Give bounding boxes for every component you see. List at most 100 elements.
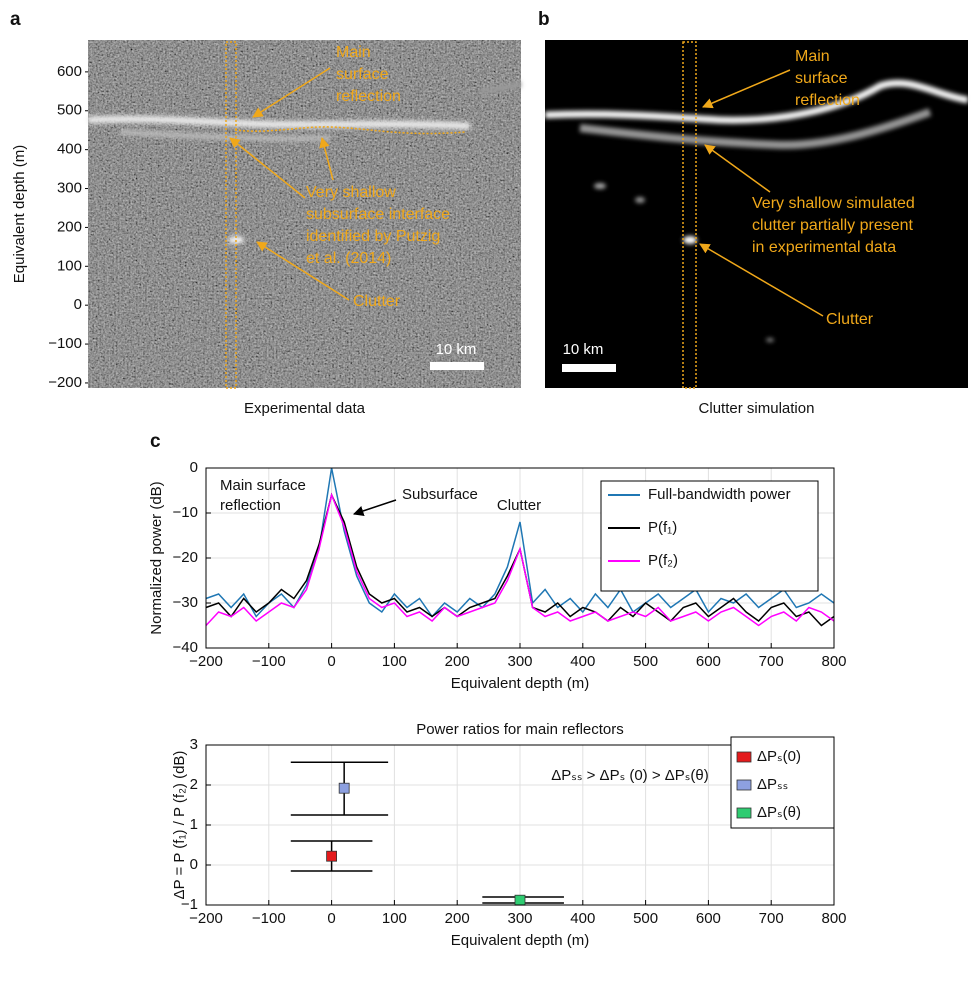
legend-label: P(f₁) <box>648 519 677 536</box>
annotation: Main <box>795 48 830 65</box>
x-tick-label: 200 <box>445 910 470 927</box>
y-tick-label: 3 <box>190 736 198 753</box>
x-tick-label: 100 <box>382 910 407 927</box>
y-tick-label: 1 <box>190 816 198 833</box>
annotation: Very shallow <box>306 184 396 201</box>
y-tick-label: 500 <box>57 102 82 119</box>
annotation-arrow <box>704 144 771 193</box>
x-tick-label: 200 <box>445 653 470 670</box>
x-tick-label: 0 <box>327 910 335 927</box>
annotation-arrow <box>252 67 331 118</box>
point-marker <box>514 894 526 906</box>
y-tick-label: −100 <box>48 335 82 352</box>
series-line <box>205 492 835 627</box>
annotation: surface <box>336 66 389 83</box>
plot-frame <box>205 467 835 649</box>
annotation: reflection <box>336 88 401 105</box>
panel-label: b <box>538 9 550 30</box>
point-marker <box>326 850 338 862</box>
panel-label: a <box>10 9 21 30</box>
x-tick-label: 100 <box>382 653 407 670</box>
annotation: Clutter <box>497 497 541 514</box>
x-tick-label: −100 <box>252 653 286 670</box>
annotation: clutter partially present <box>752 217 914 234</box>
y-tick-label: 2 <box>190 776 198 793</box>
chart-title: Power ratios for main reflectors <box>416 721 624 738</box>
x-tick-label: −200 <box>189 910 223 927</box>
annotation: et al. (2014) <box>306 250 391 267</box>
annotation-arrow <box>319 136 334 181</box>
x-tick-label: 600 <box>696 910 721 927</box>
scale-bar-label: 10 km <box>436 341 477 358</box>
x-tick-label: −200 <box>189 653 223 670</box>
x-axis-label: Clutter simulation <box>699 400 815 417</box>
y-tick-label: −20 <box>173 549 198 566</box>
annotation: Clutter <box>353 293 401 310</box>
legend-swatch <box>736 807 752 819</box>
radar-image-a <box>87 40 522 389</box>
y-tick-label: 400 <box>57 141 82 158</box>
radar-image-b <box>544 40 969 389</box>
annotation: reflection <box>220 497 281 514</box>
x-tick-label: 300 <box>507 910 532 927</box>
annotation: surface <box>795 70 848 87</box>
y-tick-label: 200 <box>57 218 82 235</box>
annotation: Very shallow simulated <box>752 195 915 212</box>
y-tick-label: −40 <box>173 639 198 656</box>
x-axis-label: Equivalent depth (m) <box>451 675 589 692</box>
x-tick-label: 800 <box>821 653 846 670</box>
x-tick-label: −100 <box>252 910 286 927</box>
y-tick-label: −10 <box>173 504 198 521</box>
annotation-arrow <box>702 69 791 109</box>
point-marker <box>338 782 350 794</box>
y-axis-label: ΔP = P (f₁) / P (f₂) (dB) <box>171 751 188 900</box>
legend-label: Full-bandwidth power <box>648 486 791 503</box>
annotation: identified by Putzig <box>306 228 440 245</box>
legend-box <box>600 480 819 592</box>
annotation: subsurface interface <box>306 206 450 223</box>
annotation: ΔPₛₛ > ΔPₛ (0) > ΔPₛ(θ) <box>551 767 708 784</box>
x-tick-label: 0 <box>327 653 335 670</box>
y-tick-label: 100 <box>57 257 82 274</box>
legend-label: ΔPₛ(θ) <box>757 804 801 821</box>
y-tick-label: 300 <box>57 180 82 197</box>
scale-bar-label: 10 km <box>563 341 604 358</box>
annotation-arrow <box>353 499 397 516</box>
annotation-arrow <box>699 243 824 317</box>
x-tick-label: 800 <box>821 910 846 927</box>
x-tick-label: 500 <box>633 910 658 927</box>
y-tick-label: 0 <box>190 856 198 873</box>
legend-swatch <box>736 751 752 763</box>
y-tick-label: 0 <box>190 459 198 476</box>
x-tick-label: 700 <box>759 910 784 927</box>
y-tick-label: 600 <box>57 63 82 80</box>
x-tick-label: 400 <box>570 910 595 927</box>
annotation-arrow <box>256 241 350 301</box>
y-tick-label: −200 <box>48 374 82 391</box>
annotation: Clutter <box>826 311 874 328</box>
x-tick-label: 700 <box>759 653 784 670</box>
x-tick-label: 300 <box>507 653 532 670</box>
y-tick-label: −30 <box>173 594 198 611</box>
annotation: in experimental data <box>752 239 896 256</box>
y-tick-label: −1 <box>181 896 198 913</box>
annotation: Main <box>336 44 371 61</box>
x-tick-label: 600 <box>696 653 721 670</box>
legend-label: ΔPₛ(0) <box>757 748 801 765</box>
legend-label: ΔPₛₛ <box>757 776 788 793</box>
legend-swatch <box>736 779 752 791</box>
x-axis-label: Equivalent depth (m) <box>451 932 589 949</box>
annotation: Main surface <box>220 477 306 494</box>
y-axis-label: Normalized power (dB) <box>148 481 165 634</box>
y-tick-label: 0 <box>74 296 82 313</box>
y-axis-label: Equivalent depth (m) <box>11 145 28 283</box>
legend-label: P(f₂) <box>648 552 678 569</box>
annotation-arrow <box>229 137 306 199</box>
x-axis-label: Experimental data <box>244 400 366 417</box>
x-tick-label: 500 <box>633 653 658 670</box>
annotation: Subsurface <box>402 486 478 503</box>
annotation: reflection <box>795 92 860 109</box>
panel-label: c <box>150 431 161 452</box>
